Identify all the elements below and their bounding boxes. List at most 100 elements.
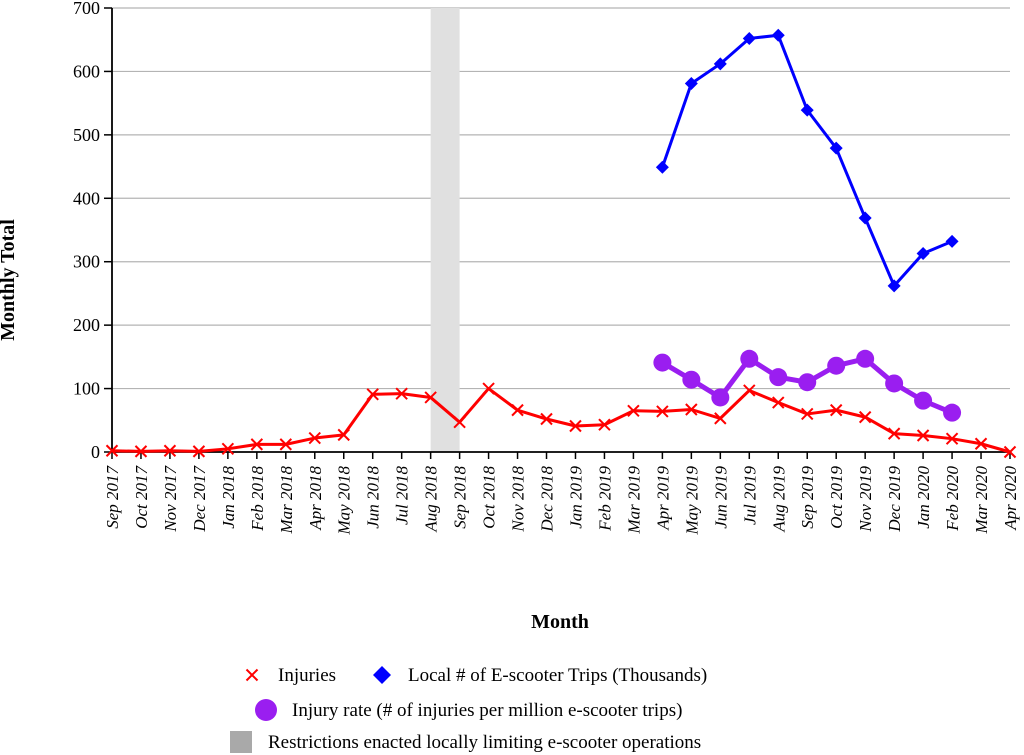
- y-tick-label: 700: [73, 0, 100, 18]
- data-point: [682, 370, 701, 389]
- data-point: [827, 356, 846, 375]
- y-tick-label: 200: [73, 315, 100, 335]
- x-tick-label: Jul 2018: [393, 466, 412, 526]
- x-tick-label: Aug 2018: [422, 466, 441, 533]
- data-point-stroke: [395, 387, 408, 400]
- data-point-stroke: [308, 431, 321, 445]
- data-point-stroke: [134, 445, 148, 458]
- data-point: [740, 349, 759, 368]
- x-tick-label: Nov 2017: [161, 465, 180, 533]
- x-tick-label: Feb 2020: [943, 466, 962, 532]
- x-tick-label: Jul 2019: [740, 466, 759, 526]
- data-point: [829, 141, 843, 155]
- series-line: [111, 387, 1011, 454]
- data-point: [800, 103, 814, 117]
- legend-swatch: [255, 699, 277, 721]
- series-0: [105, 382, 1017, 459]
- x-tick-label: Feb 2019: [595, 466, 614, 532]
- series-layer: [105, 28, 1017, 459]
- data-point: [856, 349, 875, 368]
- data-point: [684, 76, 698, 90]
- data-point: [742, 31, 756, 45]
- x-tick-label: Nov 2018: [509, 466, 528, 533]
- data-point-stroke: [772, 396, 785, 409]
- series-1: [655, 28, 959, 293]
- x-tick-label: Nov 2019: [856, 466, 875, 533]
- data-point-stroke: [829, 403, 843, 417]
- data-point: [887, 279, 901, 293]
- x-tick-label: Mar 2020: [972, 466, 991, 535]
- x-tick-label: Dec 2018: [538, 466, 557, 533]
- data-point-stroke: [598, 418, 611, 431]
- data-point: [713, 57, 727, 71]
- x-tick-label: Apr 2020: [1001, 466, 1020, 531]
- x-tick-label: Jan 2019: [566, 466, 585, 529]
- legend-label: Local # of E-scooter Trips (Thousands): [408, 665, 707, 686]
- data-point: [653, 353, 672, 372]
- data-point-stroke: [221, 442, 235, 456]
- y-tick-label: 600: [73, 61, 100, 81]
- x-tick-label: Oct 2019: [827, 466, 846, 529]
- x-tick-label: Apr 2019: [653, 466, 672, 531]
- data-point-stroke: [714, 412, 727, 425]
- data-point-stroke: [743, 384, 756, 397]
- data-point: [943, 403, 962, 422]
- series-line: [660, 33, 953, 288]
- legend-item: Injuries: [245, 665, 336, 686]
- data-point-stroke: [337, 428, 350, 442]
- data-point-stroke: [511, 403, 524, 417]
- legend: Injuries Local # of E-scooter Trips (Thou…: [230, 665, 707, 753]
- x-tick-label: Jan 2018: [219, 466, 238, 529]
- data-point-stroke: [482, 382, 495, 395]
- data-point: [771, 28, 785, 42]
- restriction-band-layer: [430, 8, 460, 452]
- gridlines: [112, 7, 1010, 390]
- y-tick-label: 100: [73, 379, 100, 399]
- legend-label: Injuries: [278, 665, 336, 686]
- legend-swatch-stroke: [245, 668, 259, 682]
- data-point-stroke: [1003, 445, 1017, 459]
- data-point-stroke: [540, 412, 553, 426]
- y-tick-label: 300: [73, 252, 100, 272]
- data-point-stroke: [569, 419, 582, 433]
- x-tick-label: Jan 2020: [914, 466, 933, 529]
- data-point: [769, 368, 788, 387]
- legend-item: Local # of E-scooter Trips (Thousands): [373, 665, 707, 686]
- data-point-stroke: [974, 437, 988, 450]
- legend-swatch: [373, 666, 391, 684]
- data-point-stroke: [887, 427, 901, 440]
- x-tick-label: Oct 2018: [480, 466, 499, 529]
- data-point-stroke: [685, 403, 698, 416]
- data-point-stroke: [453, 415, 466, 429]
- data-point: [914, 391, 933, 410]
- x-tick-label: May 2019: [682, 466, 701, 536]
- legend-item: Restrictions enacted locally limiting e-…: [230, 731, 701, 753]
- data-point-stroke: [627, 404, 640, 417]
- series-2: [653, 349, 962, 422]
- data-point: [655, 160, 669, 174]
- x-tick-label: Dec 2019: [885, 466, 904, 533]
- y-tick-label: 500: [73, 125, 100, 145]
- x-tick-label: Feb 2018: [248, 466, 267, 532]
- legend-swatch: [230, 731, 252, 753]
- data-point-stroke: [105, 444, 119, 457]
- axes: 0 100 200 300 400 500 600 700 Sep 2017 Oct 2017 No…: [73, 0, 1020, 535]
- data-point: [916, 246, 930, 260]
- x-tick-label: Apr 2018: [306, 466, 325, 531]
- data-point-stroke: [192, 445, 206, 458]
- x-tick-label: Aug 2019: [769, 466, 788, 533]
- data-point-stroke: [656, 405, 669, 418]
- legend-label: Injury rate (# of injuries per million e…: [292, 700, 682, 721]
- data-point: [711, 388, 730, 407]
- x-tick-label: Sep 2019: [798, 466, 817, 529]
- x-tick-label: Mar 2019: [624, 466, 643, 535]
- data-point-stroke: [424, 391, 437, 404]
- x-tick-label: May 2018: [335, 466, 354, 536]
- data-point-stroke: [279, 438, 293, 451]
- data-point-stroke: [858, 410, 872, 424]
- data-point: [945, 234, 959, 248]
- data-point-stroke: [163, 444, 177, 457]
- y-tick-label: 0: [91, 442, 100, 462]
